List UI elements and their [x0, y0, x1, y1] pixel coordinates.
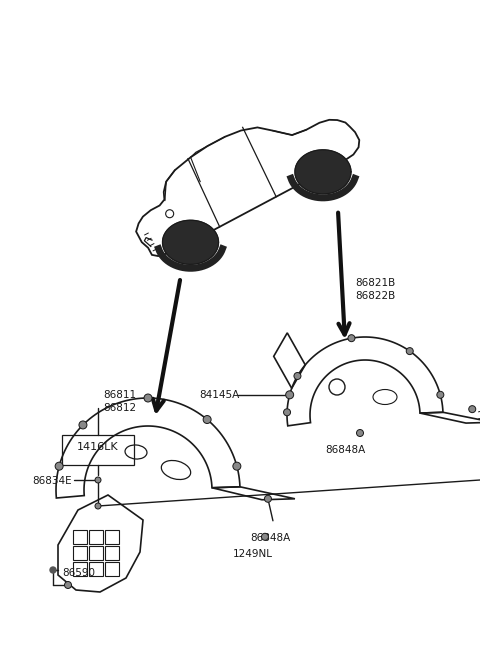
Text: 86848A: 86848A — [325, 445, 365, 455]
Circle shape — [284, 409, 290, 416]
Circle shape — [264, 495, 272, 502]
Bar — [73, 562, 87, 576]
Circle shape — [50, 567, 56, 573]
Bar — [89, 562, 103, 576]
Text: 86848A: 86848A — [250, 533, 290, 543]
Bar — [73, 530, 87, 544]
Text: 86834E: 86834E — [32, 476, 72, 486]
Circle shape — [469, 405, 476, 413]
Circle shape — [294, 373, 301, 380]
Circle shape — [348, 335, 355, 342]
Circle shape — [437, 392, 444, 398]
Circle shape — [144, 394, 152, 402]
Polygon shape — [295, 150, 351, 194]
Circle shape — [79, 421, 87, 429]
Text: 1416LK: 1416LK — [77, 442, 119, 452]
Circle shape — [286, 391, 294, 399]
Bar — [89, 530, 103, 544]
Circle shape — [95, 477, 101, 483]
Circle shape — [262, 533, 268, 541]
Text: 86812: 86812 — [103, 403, 136, 413]
Text: 86811: 86811 — [103, 390, 136, 400]
Bar — [105, 562, 119, 576]
Bar — [105, 530, 119, 544]
Circle shape — [357, 430, 363, 436]
Circle shape — [95, 503, 101, 509]
Bar — [73, 546, 87, 560]
Text: 86590: 86590 — [62, 568, 95, 578]
Polygon shape — [163, 220, 218, 264]
Bar — [89, 546, 103, 560]
Text: 84145A: 84145A — [200, 390, 240, 400]
Circle shape — [406, 348, 413, 355]
Bar — [105, 546, 119, 560]
Circle shape — [55, 462, 63, 470]
Text: 86822B: 86822B — [355, 291, 395, 301]
Text: 1249PN: 1249PN — [477, 411, 480, 421]
Text: 86821B: 86821B — [355, 278, 395, 288]
Circle shape — [233, 462, 241, 470]
Circle shape — [64, 581, 72, 588]
Text: 1249NL: 1249NL — [233, 549, 273, 559]
Circle shape — [203, 415, 211, 424]
